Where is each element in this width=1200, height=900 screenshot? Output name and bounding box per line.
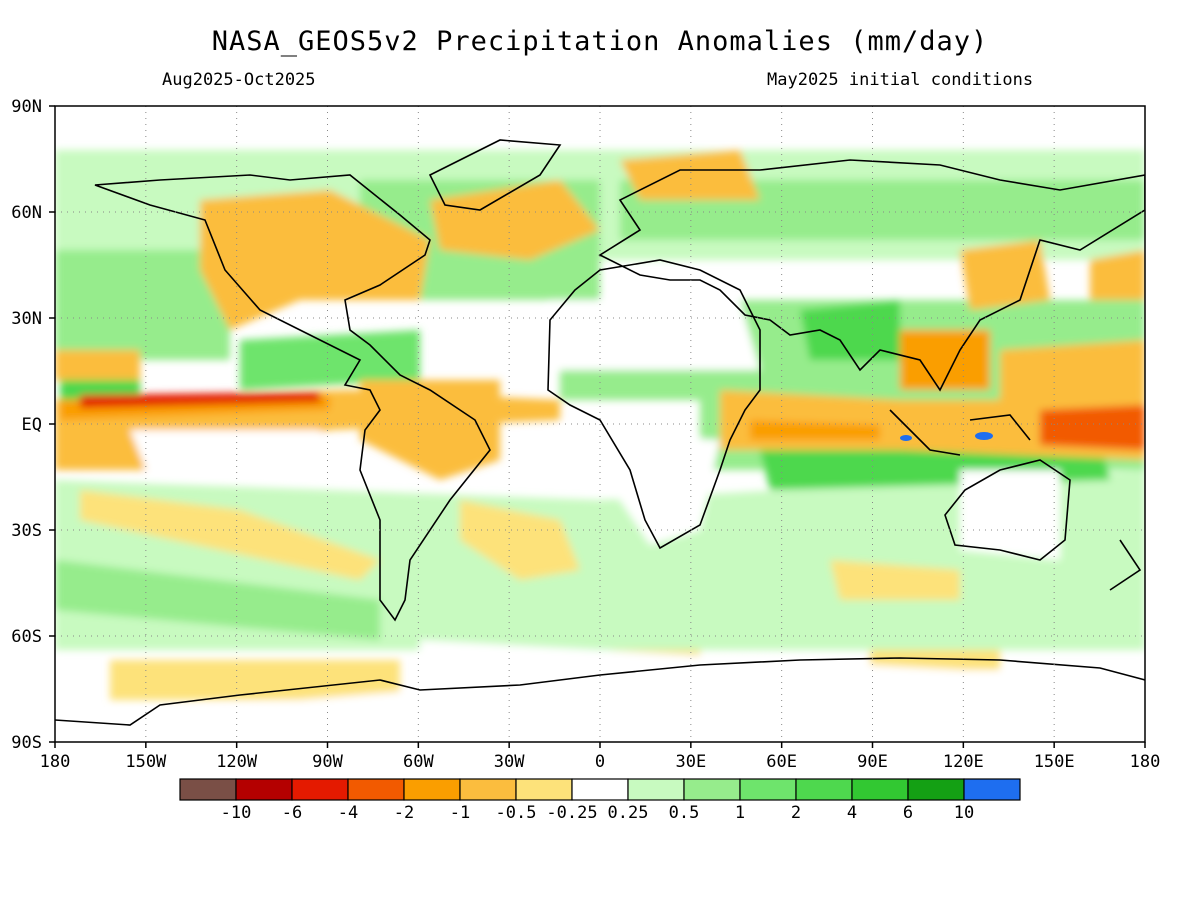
lat-label: 60S bbox=[11, 627, 42, 647]
colorbar-swatch bbox=[515, 778, 573, 801]
colorbar-swatch bbox=[235, 778, 293, 801]
lat-label: 60N bbox=[11, 203, 42, 223]
colorbar-label: 4 bbox=[847, 803, 857, 823]
colorbar-swatch bbox=[179, 778, 237, 801]
axis-ticks bbox=[49, 105, 1146, 748]
initial-conditions: May2025 initial conditions bbox=[767, 70, 1034, 90]
lon-label: 120W bbox=[216, 752, 258, 772]
lon-label: 150W bbox=[125, 752, 167, 772]
latitude-labels: 90N 60N 30N EQ 30S 60S 90S bbox=[11, 97, 42, 753]
map-title: NASA_GEOS5v2 Precipitation Anomalies (mm… bbox=[211, 26, 989, 57]
colorbar-swatch bbox=[795, 778, 853, 801]
lon-label: 180 bbox=[40, 752, 71, 772]
colorbar-swatch bbox=[459, 778, 517, 801]
colorbar-label: 2 bbox=[791, 803, 801, 823]
colorbar-label: -10 bbox=[221, 803, 252, 823]
colorbar-label: -0.25 bbox=[546, 803, 597, 823]
colorbar-labels: -10 -6 -4 -2 -1 -0.5 -0.25 0.25 0.5 1 2 4 6 10 bbox=[221, 803, 975, 823]
colorbar-label: -1 bbox=[450, 803, 470, 823]
colorbar-label: 6 bbox=[903, 803, 913, 823]
lon-label: 60E bbox=[766, 752, 797, 772]
colorbar-label: -0.5 bbox=[496, 803, 537, 823]
lon-label: 90E bbox=[857, 752, 888, 772]
colorbar-label: 0.25 bbox=[608, 803, 649, 823]
colorbar-swatch bbox=[627, 778, 685, 801]
colorbar-label: -4 bbox=[338, 803, 358, 823]
lon-label: 60W bbox=[403, 752, 434, 772]
colorbar-label: 0.5 bbox=[669, 803, 700, 823]
lon-label: 180 bbox=[1130, 752, 1161, 772]
colorbar-label: -6 bbox=[282, 803, 302, 823]
graticule bbox=[55, 106, 1145, 742]
colorbar-swatch bbox=[907, 778, 965, 801]
lat-label: 90N bbox=[11, 97, 42, 117]
lon-label: 0 bbox=[595, 752, 605, 772]
colorbar-swatch bbox=[571, 778, 629, 801]
colorbar-label: -2 bbox=[394, 803, 414, 823]
lat-label: 90S bbox=[11, 733, 42, 753]
lon-label: 120E bbox=[943, 752, 984, 772]
lon-label: 90W bbox=[312, 752, 343, 772]
colorbar-swatch bbox=[739, 778, 797, 801]
lat-label: 30S bbox=[11, 521, 42, 541]
colorbar-swatch bbox=[347, 778, 405, 801]
longitude-labels: 180 150W 120W 90W 60W 30W 0 30E 60E 90E 120E 150E 18… bbox=[40, 752, 1161, 772]
colorbar bbox=[179, 778, 1021, 801]
lon-label: 150E bbox=[1034, 752, 1075, 772]
lat-label: EQ bbox=[22, 415, 42, 435]
colorbar-swatch bbox=[291, 778, 349, 801]
colorbar-swatch bbox=[851, 778, 909, 801]
forecast-period: Aug2025-Oct2025 bbox=[162, 70, 316, 90]
colorbar-swatch bbox=[683, 778, 741, 801]
colorbar-swatch bbox=[963, 778, 1021, 801]
colorbar-label: 10 bbox=[954, 803, 974, 823]
lon-label: 30W bbox=[494, 752, 525, 772]
lat-label: 30N bbox=[11, 309, 42, 329]
lon-label: 30E bbox=[675, 752, 706, 772]
colorbar-swatch bbox=[403, 778, 461, 801]
colorbar-label: 1 bbox=[735, 803, 745, 823]
coastlines bbox=[55, 139, 1145, 726]
